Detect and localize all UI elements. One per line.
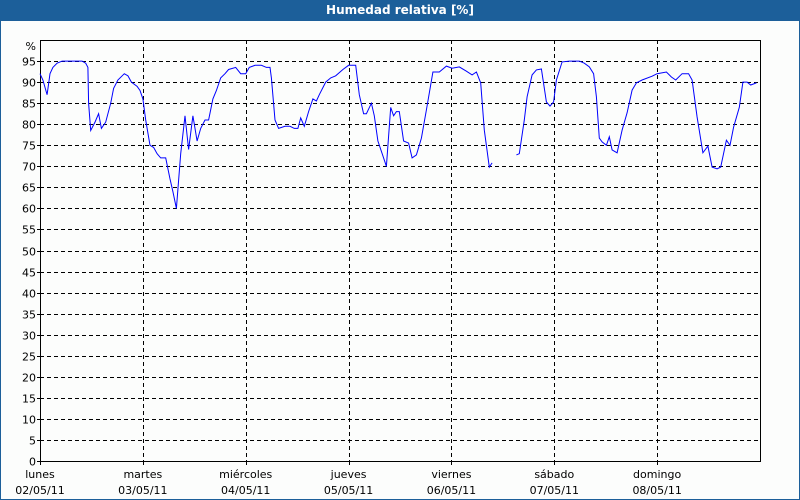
y-tick-label: 25 xyxy=(22,351,36,364)
x-tick-label-day: jueves xyxy=(330,468,367,481)
plot-frame xyxy=(40,40,761,462)
y-tick-label: 35 xyxy=(22,309,36,322)
y-tick-label: 30 xyxy=(22,330,36,343)
x-tick-label-day: lunes xyxy=(25,468,55,481)
x-tick-label-day: miércoles xyxy=(219,468,272,481)
x-tick-label-date: 03/05/11 xyxy=(118,484,167,497)
y-tick-label: 55 xyxy=(22,224,36,237)
y-tick-label: 5 xyxy=(29,435,36,448)
chart-title: Humedad relativa [%] xyxy=(1,0,799,21)
y-tick-label: 45 xyxy=(22,267,36,280)
x-tick-label-date: 08/05/11 xyxy=(632,484,681,497)
y-tick-label: 15 xyxy=(22,393,36,406)
y-tick-label: 75 xyxy=(22,140,36,153)
y-tick-label: 50 xyxy=(22,246,36,259)
x-tick-label-date: 06/05/11 xyxy=(427,484,476,497)
y-tick-label: 70 xyxy=(22,161,36,174)
x-tick-label-day: sábado xyxy=(534,468,574,481)
x-tick-label-day: domingo xyxy=(633,468,681,481)
x-tick-label-date: 05/05/11 xyxy=(324,484,373,497)
x-tick-label-date: 04/05/11 xyxy=(221,484,270,497)
y-tick-label: 40 xyxy=(22,288,36,301)
humidity-series-line xyxy=(39,60,757,209)
y-tick-label: 80 xyxy=(22,119,36,132)
y-tick-label: 90 xyxy=(22,77,36,90)
y-axis-label: % xyxy=(26,40,36,53)
y-tick-label: 0 xyxy=(29,456,36,469)
y-tick-label: 10 xyxy=(22,414,36,427)
y-tick-label: 65 xyxy=(22,182,36,195)
x-tick-label-day: viernes xyxy=(431,468,471,481)
x-tick-label-date: 02/05/11 xyxy=(15,484,64,497)
y-tick-label: 60 xyxy=(22,203,36,216)
y-tick-label: 85 xyxy=(22,98,36,111)
y-tick-label: 20 xyxy=(22,372,36,385)
x-tick-label-day: martes xyxy=(123,468,162,481)
x-tick-label-date: 07/05/11 xyxy=(530,484,579,497)
y-tick-label: 95 xyxy=(22,56,36,69)
